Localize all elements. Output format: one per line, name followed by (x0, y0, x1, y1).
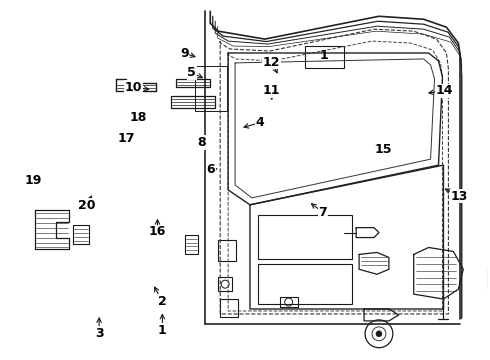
Bar (305, 46, 344, 68)
Text: 3: 3 (95, 327, 103, 340)
Text: 7: 7 (318, 206, 327, 219)
Text: 16: 16 (149, 225, 166, 238)
Text: 19: 19 (25, 174, 42, 186)
Text: 8: 8 (197, 136, 205, 149)
Text: 2: 2 (158, 295, 167, 308)
Circle shape (376, 331, 382, 337)
Text: 11: 11 (263, 84, 280, 97)
Text: 15: 15 (375, 143, 392, 156)
Text: 5: 5 (187, 66, 196, 79)
Bar (220, 299, 238, 317)
Text: 9: 9 (180, 47, 189, 60)
Text: 6: 6 (207, 163, 215, 176)
Bar (218, 239, 236, 261)
Text: 10: 10 (124, 81, 142, 94)
Bar (488, 267, 490, 289)
Text: 1: 1 (158, 324, 167, 337)
Bar (218, 277, 232, 291)
Text: 1: 1 (320, 49, 329, 63)
Bar (258, 264, 352, 304)
Text: 13: 13 (450, 190, 467, 203)
Text: 14: 14 (436, 84, 453, 97)
Text: 4: 4 (255, 116, 264, 129)
Text: 20: 20 (78, 198, 96, 212)
Bar (196, 66, 227, 111)
Text: 18: 18 (129, 111, 147, 124)
Text: 12: 12 (263, 55, 280, 69)
Bar (258, 215, 352, 260)
Text: 17: 17 (117, 132, 135, 145)
